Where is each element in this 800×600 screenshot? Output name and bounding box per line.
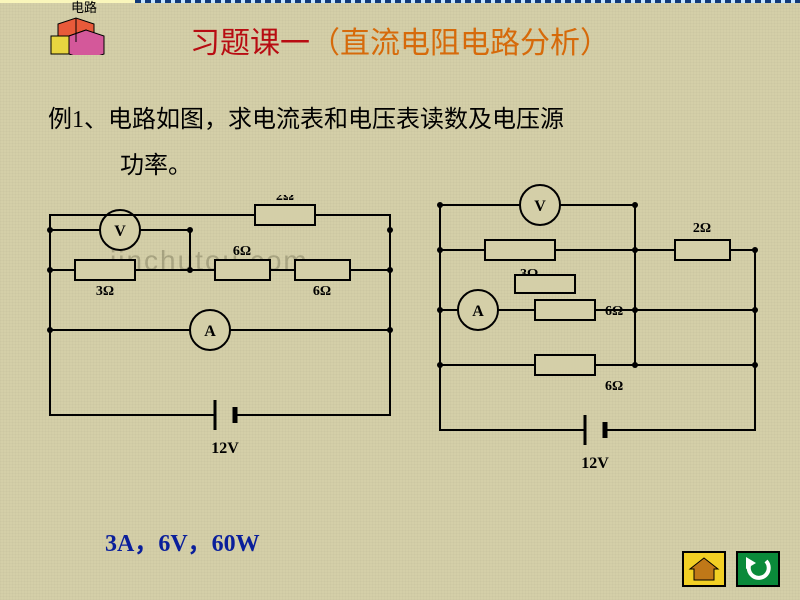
svg-text:2Ω: 2Ω: [693, 221, 711, 236]
svg-text:6Ω: 6Ω: [313, 284, 331, 299]
svg-text:6Ω: 6Ω: [605, 304, 623, 319]
title-sub: （直流电阻电路分析）: [310, 27, 610, 60]
home-icon[interactable]: [682, 551, 726, 587]
circuit-right: V 2Ω 3Ω A 6Ω 6Ω 12V: [420, 180, 780, 475]
title-main: 习题课一: [190, 27, 310, 60]
svg-text:电路: 电路: [71, 0, 97, 15]
svg-text:V: V: [114, 223, 126, 240]
back-icon[interactable]: [736, 551, 780, 587]
svg-text:A: A: [472, 303, 484, 320]
page-title: 习题课一（直流电阻电路分析）: [0, 18, 800, 62]
svg-text:2Ω: 2Ω: [276, 195, 294, 204]
svg-text:A: A: [204, 323, 216, 340]
svg-text:6Ω: 6Ω: [233, 244, 251, 259]
svg-text:V: V: [534, 198, 546, 215]
svg-text:12V: 12V: [211, 440, 239, 457]
problem-text: 例1、电路如图，求电流表和电压表读数及电压源 功率。: [48, 98, 770, 189]
circuit-left: V 2Ω 3Ω 6Ω 6Ω A 12V: [30, 195, 410, 475]
svg-text:12V: 12V: [581, 455, 609, 472]
answer: 3A，6V，60W: [105, 523, 260, 558]
problem-line1: 电路如图，求电流表和电压表读数及电压源: [108, 107, 564, 133]
svg-text:3Ω: 3Ω: [96, 284, 114, 299]
problem-label: 例1、: [48, 107, 108, 133]
svg-text:6Ω: 6Ω: [605, 379, 623, 394]
problem-line2: 功率。: [120, 153, 192, 179]
